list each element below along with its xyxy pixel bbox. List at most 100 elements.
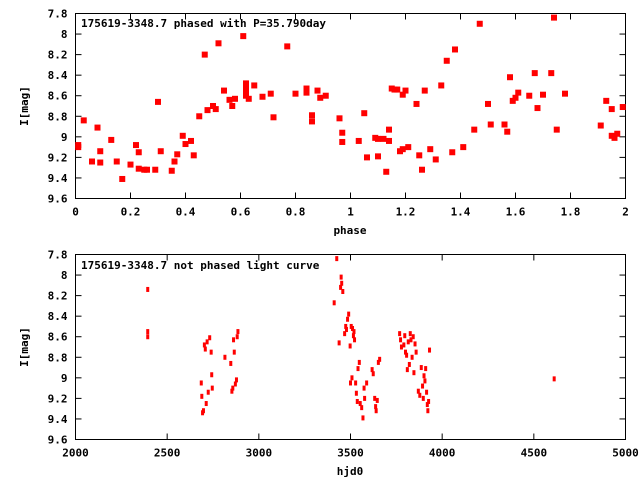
data-point <box>404 349 407 355</box>
data-point <box>206 389 210 395</box>
data-point <box>243 80 249 87</box>
data-point <box>432 156 439 163</box>
data-point <box>507 74 513 81</box>
data-point <box>509 97 516 104</box>
data-point <box>135 165 142 172</box>
data-point <box>375 397 379 403</box>
unphased-light-curve-panel: 175619-3348.7 not phased light curve hjd… <box>18 249 639 479</box>
data-point <box>398 331 402 337</box>
y-tick-label: 7.8 <box>48 8 68 21</box>
y-tick-label: 9 <box>61 131 68 144</box>
data-point <box>146 329 150 335</box>
data-point <box>413 100 420 107</box>
data-point <box>152 166 159 173</box>
data-point <box>204 401 208 407</box>
data-point <box>383 168 390 175</box>
y-tick-label: 8.6 <box>48 331 68 344</box>
data-point <box>360 405 364 411</box>
data-point <box>223 354 227 360</box>
data-point <box>200 393 204 399</box>
data-point <box>201 51 208 58</box>
data-point <box>347 311 351 317</box>
data-point <box>608 106 615 113</box>
data-point <box>346 316 350 322</box>
data-point <box>75 144 82 151</box>
data-point <box>179 132 186 139</box>
data-point <box>611 134 618 141</box>
data-point <box>190 152 197 159</box>
data-point <box>332 300 336 306</box>
data-point <box>363 395 367 401</box>
data-point <box>410 354 414 360</box>
data-point <box>232 95 238 102</box>
data-point <box>373 395 377 401</box>
data-point <box>485 100 491 107</box>
x-tick-label: 2 <box>622 206 629 219</box>
x-tick-label: 2500 <box>154 447 181 460</box>
data-point <box>380 135 387 142</box>
data-point <box>309 118 315 125</box>
data-point <box>452 46 458 53</box>
data-point <box>203 346 207 352</box>
y-axis-label: I[mag] <box>18 327 31 367</box>
data-point <box>364 154 370 161</box>
data-point <box>108 136 115 143</box>
data-point <box>267 90 274 97</box>
y-tick-label: 9 <box>61 372 68 385</box>
data-point <box>421 87 428 94</box>
data-point <box>413 341 417 347</box>
data-point <box>208 335 212 341</box>
data-point <box>553 126 560 133</box>
data-point <box>386 126 392 133</box>
y-tick-label: 8.6 <box>48 90 68 103</box>
data-point <box>405 352 409 358</box>
x-tick-label: 2000 <box>62 447 89 460</box>
x-tick-label: 0.4 <box>176 206 196 219</box>
data-point <box>303 85 310 92</box>
data-point <box>425 389 429 395</box>
data-point <box>562 90 568 97</box>
data-point <box>210 372 214 378</box>
data-point <box>215 40 222 47</box>
data-point <box>204 107 211 114</box>
data-point <box>411 334 415 340</box>
data-point <box>403 333 407 339</box>
y-tick-label: 9.2 <box>48 151 68 164</box>
data-point <box>370 367 374 373</box>
x-tick-label: 1.8 <box>561 206 581 219</box>
data-point <box>205 339 209 345</box>
data-point <box>414 349 418 355</box>
data-point <box>355 137 362 144</box>
y-tick-label: 8 <box>61 269 68 282</box>
data-point <box>386 137 392 144</box>
data-point <box>357 359 361 365</box>
data-point <box>182 141 189 148</box>
y-tick-label: 8 <box>61 28 68 41</box>
y-tick-label: 9.2 <box>48 392 68 405</box>
data-point <box>399 146 406 153</box>
data-point <box>534 105 541 112</box>
data-point <box>119 175 126 182</box>
data-point <box>399 91 406 98</box>
data-point <box>407 361 411 367</box>
x-tick-label: 1.4 <box>451 206 471 219</box>
data-point <box>243 84 249 91</box>
data-point <box>350 375 354 381</box>
data-point <box>259 93 266 100</box>
data-point <box>427 398 431 404</box>
data-point <box>221 87 227 94</box>
data-point <box>361 415 365 421</box>
data-point <box>619 104 626 111</box>
data-point <box>202 342 206 348</box>
data-point <box>341 289 345 294</box>
data-point <box>552 376 556 382</box>
data-point <box>361 110 368 117</box>
data-point <box>340 280 344 286</box>
data-point <box>418 392 422 398</box>
data-point <box>94 124 101 131</box>
x-tick-label: 0.8 <box>286 206 306 219</box>
data-point <box>405 367 409 373</box>
data-point <box>487 121 494 128</box>
y-tick-label: 9.4 <box>48 172 68 185</box>
